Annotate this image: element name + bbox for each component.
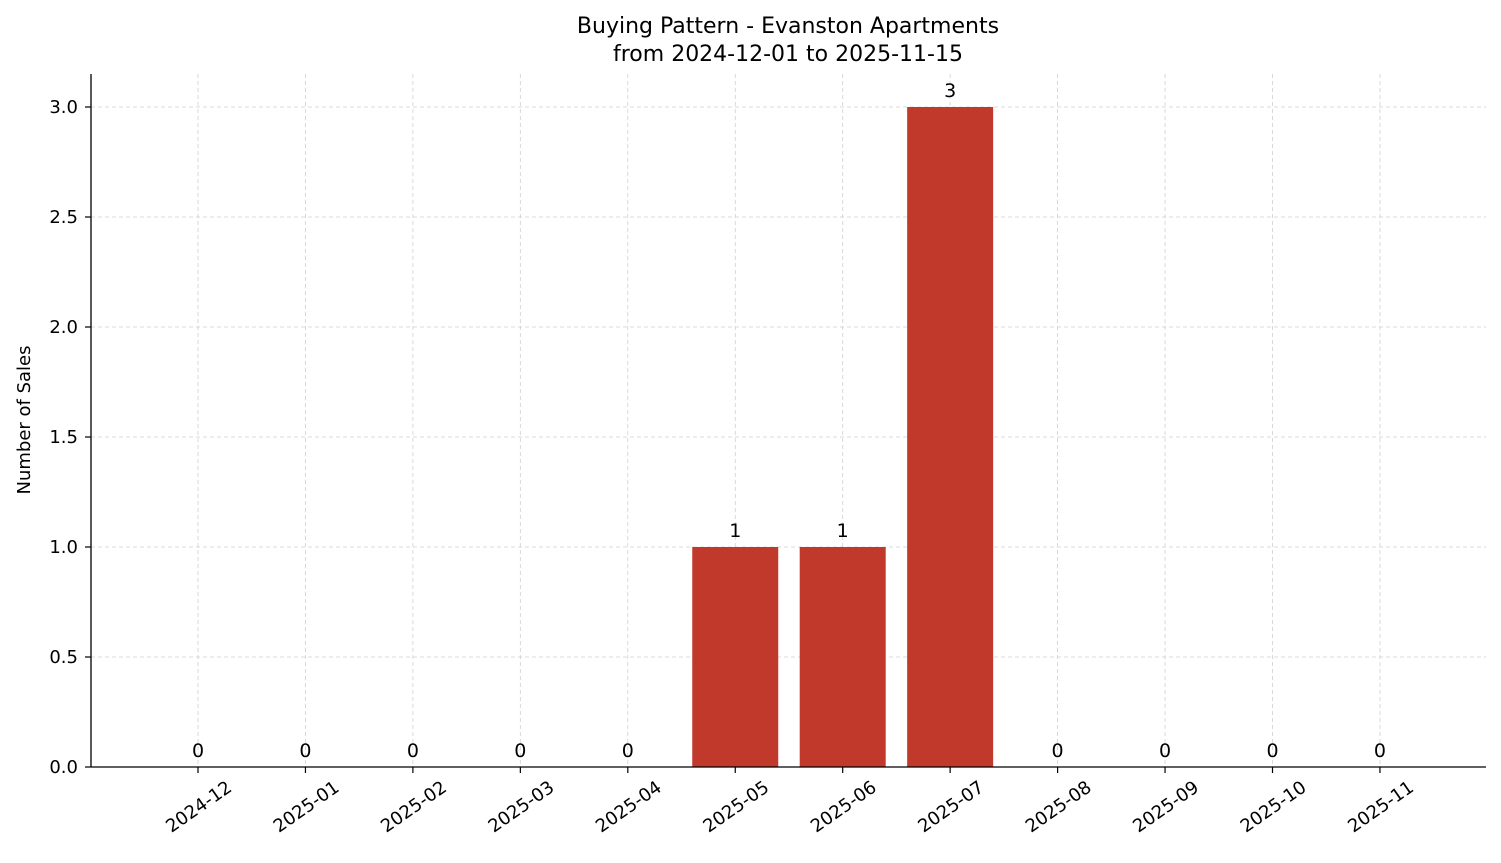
y-tick-label: 2.0	[49, 317, 78, 338]
x-tick-label: 2025-05	[699, 777, 773, 837]
data-label: 1	[729, 520, 741, 542]
x-tick-label: 2024-12	[162, 777, 236, 837]
data-label: 3	[944, 80, 956, 102]
x-tick-label: 2025-07	[914, 777, 988, 837]
x-tick-label: 2025-01	[270, 777, 344, 837]
data-label: 0	[1159, 740, 1171, 762]
grid-layer	[91, 74, 1486, 767]
data-label: 0	[1374, 740, 1386, 762]
x-tick-label: 2025-03	[485, 777, 559, 837]
x-tick-label: 2025-11	[1344, 777, 1418, 837]
y-axis-label: Number of Sales	[14, 345, 35, 494]
chart-subtitle: from 2024-12-01 to 2025-11-15	[613, 42, 963, 67]
data-label: 0	[622, 740, 634, 762]
x-tick-label: 2025-04	[592, 777, 666, 837]
x-tick-label: 2025-06	[807, 777, 881, 837]
y-tick-label: 2.5	[49, 207, 78, 228]
data-label: 0	[299, 740, 311, 762]
data-label: 1	[837, 520, 849, 542]
x-tick-label: 2025-09	[1129, 777, 1203, 837]
bar	[907, 107, 994, 767]
data-label: 0	[514, 740, 526, 762]
y-tick-label: 0.0	[49, 757, 78, 778]
bar	[692, 547, 779, 767]
y-tick-label: 1.0	[49, 537, 78, 558]
data-label: 0	[1266, 740, 1278, 762]
x-tick-label: 2025-10	[1237, 777, 1311, 837]
data-label: 0	[192, 740, 204, 762]
data-label: 0	[407, 740, 419, 762]
bar	[799, 547, 886, 767]
data-label: 0	[1052, 740, 1064, 762]
x-tick-label: 2025-08	[1022, 777, 1096, 837]
y-tick-label: 1.5	[49, 427, 78, 448]
x-tick-label: 2025-02	[377, 777, 451, 837]
y-tick-label: 3.0	[49, 97, 78, 118]
y-tick-label: 0.5	[49, 647, 78, 668]
bars-layer: 0 0 0 0 0 1 1 3 0 0 0 0	[192, 80, 1386, 767]
chart-title: Buying Pattern - Evanston Apartments	[577, 14, 999, 39]
